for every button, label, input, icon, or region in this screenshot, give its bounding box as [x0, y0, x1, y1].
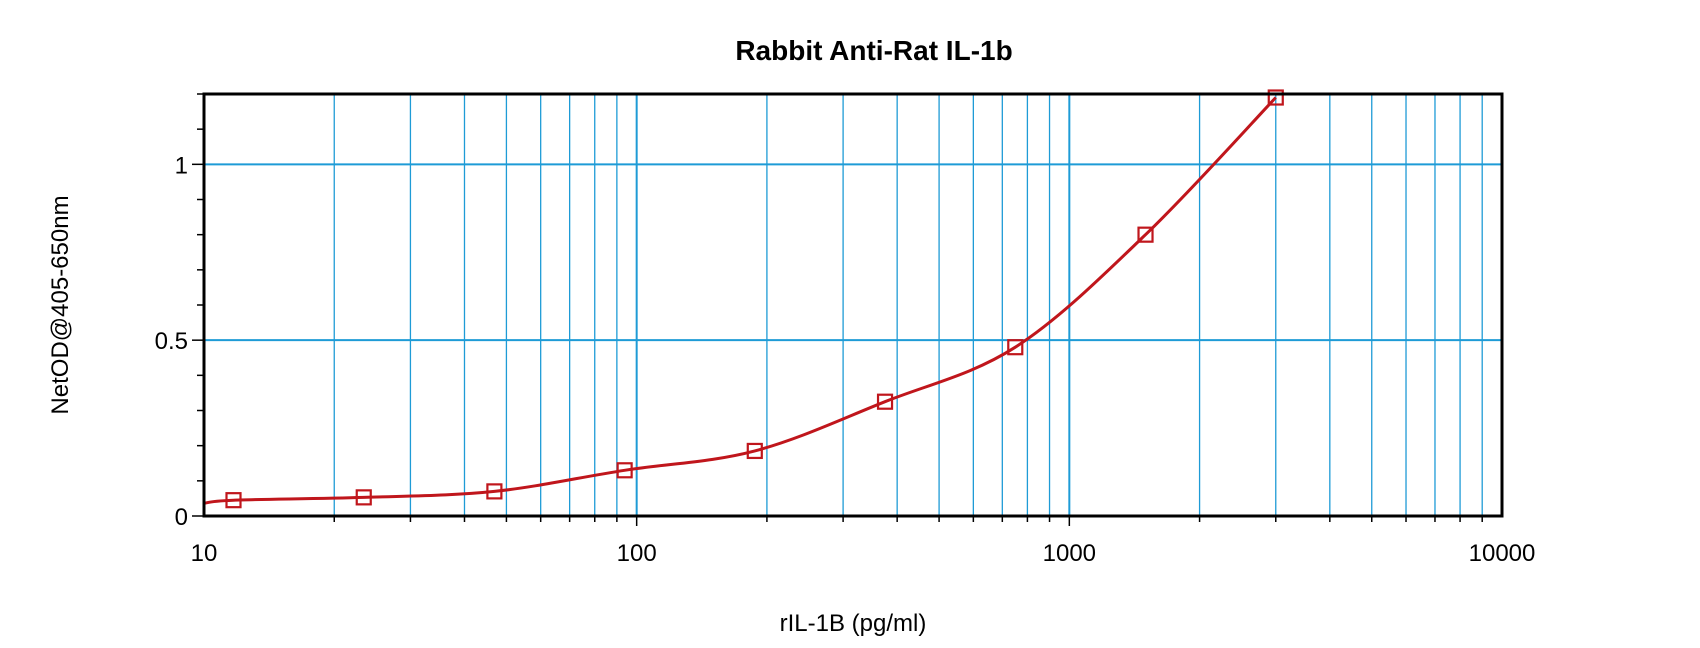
x-axis-label: rIL-1B (pg/ml) — [780, 610, 927, 637]
x-tick-label: 1000 — [1043, 540, 1096, 567]
data-point — [1137, 226, 1154, 243]
x-tick-label: 10000 — [1469, 540, 1536, 567]
data-point — [1267, 89, 1284, 106]
data-point — [355, 489, 372, 506]
data-points-layer — [225, 89, 1284, 509]
grid — [204, 94, 1502, 516]
fit-curve — [203, 96, 1277, 505]
data-point — [225, 492, 242, 509]
data-point — [486, 483, 503, 500]
y-tick-label: 0.5 — [155, 328, 188, 355]
chart-title: Rabbit Anti-Rat IL-1b — [735, 35, 1012, 66]
axis-ticks: 10 100 1000 10000 0 0.5 1 — [155, 93, 1536, 567]
y-tick-label: 1 — [175, 152, 188, 179]
y-axis-label: NetOD@405-650nm — [47, 195, 74, 414]
fit-curve-layer — [203, 96, 1277, 505]
x-tick-label: 100 — [617, 540, 657, 567]
x-tick-label: 10 — [191, 540, 218, 567]
data-point — [1007, 339, 1024, 356]
y-tick-label: 0 — [175, 504, 188, 531]
plot-frame — [202, 92, 1504, 518]
data-point — [746, 442, 763, 460]
data-point — [876, 393, 894, 410]
data-point — [616, 462, 633, 479]
